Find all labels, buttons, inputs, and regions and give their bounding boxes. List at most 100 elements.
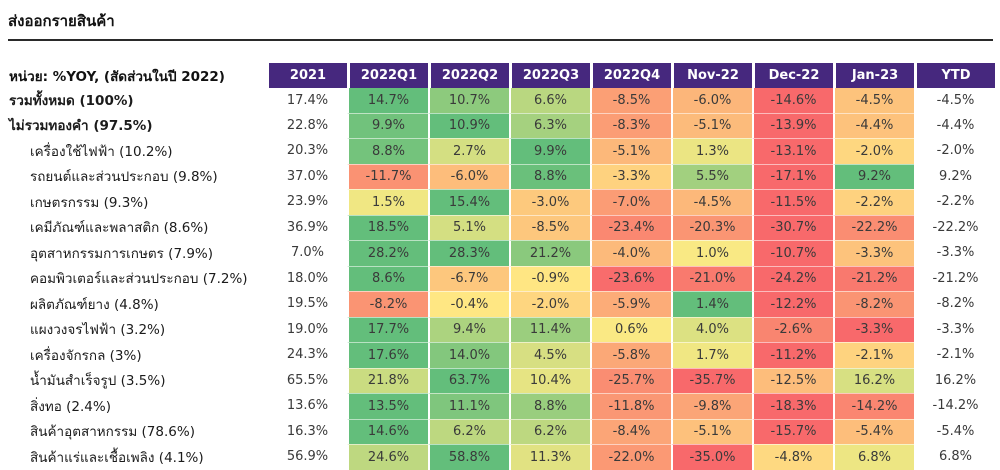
value-cell: 56.9% — [266, 444, 347, 470]
table-row: ไม่รวมทองคำ (97.5%) 22.8% 9.9% 10.9% 6.3% -8.… — [8, 112, 995, 138]
value-cell: -4.5% — [914, 88, 995, 113]
value-cell: 36.9% — [266, 214, 347, 240]
value-cell: 28.3% — [428, 240, 509, 266]
value-cell: -0.4% — [428, 291, 509, 317]
value-cell: -22.0% — [590, 444, 671, 470]
row-label: ผลิตภัณฑ์ยาง (4.8%) — [30, 296, 159, 313]
table-row: รวมทั้งหมด (100%) 17.4% 14.7% 10.7% 6.6% -8.5… — [8, 88, 995, 113]
column-header-2022q3: 2022Q3 — [509, 63, 590, 88]
value-cell: 58.8% — [428, 444, 509, 470]
value-cell: 9.9% — [509, 138, 590, 164]
value-cell: 8.8% — [347, 138, 428, 164]
row-label: อุตสาหกรรมการเกษตร (7.9%) — [30, 245, 214, 262]
value-cell: -3.3% — [833, 240, 914, 266]
value-cell: -5.1% — [671, 112, 752, 138]
value-cell: 21.2% — [509, 240, 590, 266]
row-label: ไม่รวมทองคำ (97.5%) — [9, 118, 153, 135]
value-cell: 22.8% — [266, 112, 347, 138]
table-row: รถยนต์และส่วนประกอบ (9.8%) 37.0% -11.7% -6.… — [8, 163, 995, 189]
table-row: แผงวงจรไฟฟ้า (3.2%) 19.0% 17.7% 9.4% 11.4% 0.… — [8, 316, 995, 342]
value-cell: 17.7% — [347, 316, 428, 342]
value-cell: -4.5% — [833, 88, 914, 113]
value-cell: -35.7% — [671, 367, 752, 393]
value-cell: 13.5% — [347, 393, 428, 419]
value-cell: -3.3% — [914, 316, 995, 342]
value-cell: 0.6% — [590, 316, 671, 342]
value-cell: -8.2% — [347, 291, 428, 317]
header-row: หน่วย: %YOY, (สัดส่วนในปี 2022) 2021 2022Q… — [8, 63, 995, 88]
value-cell: -6.7% — [428, 265, 509, 291]
row-label: คอมพิวเตอร์และส่วนประกอบ (7.2%) — [30, 271, 248, 288]
row-label: เคมีภัณฑ์และพลาสติก (8.6%) — [30, 220, 209, 237]
value-cell: 6.2% — [428, 418, 509, 444]
value-cell: -4.4% — [833, 112, 914, 138]
table-header: หน่วย: %YOY, (สัดส่วนในปี 2022) 2021 2022Q… — [8, 63, 995, 88]
value-cell: -12.2% — [752, 291, 833, 317]
value-cell: 63.7% — [428, 367, 509, 393]
value-cell: 10.7% — [428, 88, 509, 113]
value-cell: -8.4% — [590, 418, 671, 444]
column-header-2022q2: 2022Q2 — [428, 63, 509, 88]
column-header-jan-23: Jan-23 — [833, 63, 914, 88]
value-cell: 11.3% — [509, 444, 590, 470]
value-cell: -0.9% — [509, 265, 590, 291]
value-cell: -35.0% — [671, 444, 752, 470]
value-cell: -13.1% — [752, 138, 833, 164]
value-cell: -3.0% — [509, 189, 590, 215]
value-cell: -5.4% — [914, 418, 995, 444]
value-cell: -20.3% — [671, 214, 752, 240]
value-cell: 6.2% — [509, 418, 590, 444]
row-label: สิ่งทอ (2.4%) — [30, 398, 111, 415]
value-cell: 10.4% — [509, 367, 590, 393]
value-cell: -7.0% — [590, 189, 671, 215]
value-cell: -11.5% — [752, 189, 833, 215]
row-label: เครื่องจักรกล (3%) — [30, 347, 142, 364]
value-cell: -5.8% — [590, 342, 671, 368]
value-cell: -10.7% — [752, 240, 833, 266]
value-cell: 7.0% — [266, 240, 347, 266]
table-body: รวมทั้งหมด (100%) 17.4% 14.7% 10.7% 6.6% -8.5… — [8, 88, 995, 470]
value-cell: -8.2% — [833, 291, 914, 317]
value-cell: -5.1% — [671, 418, 752, 444]
column-header-dec-22: Dec-22 — [752, 63, 833, 88]
row-label: เครื่องใช้ไฟฟ้า (10.2%) — [30, 143, 173, 160]
value-cell: -21.2% — [914, 265, 995, 291]
table-row: เกษตรกรรม (9.3%) 23.9% 1.5% 15.4% -3.0% -7.0%… — [8, 189, 995, 215]
value-cell: 11.4% — [509, 316, 590, 342]
value-cell: -2.0% — [509, 291, 590, 317]
value-cell: 20.3% — [266, 138, 347, 164]
value-cell: 9.4% — [428, 316, 509, 342]
value-cell: 18.0% — [266, 265, 347, 291]
value-cell: -8.5% — [590, 88, 671, 113]
value-cell: 1.7% — [671, 342, 752, 368]
value-cell: 14.7% — [347, 88, 428, 113]
table-row: สินค้าแร่และเชื้อเพลิง (4.1%) 56.9% 24.6% 5… — [8, 444, 995, 470]
table-row: เครื่องใช้ไฟฟ้า (10.2%) 20.3% 8.8% 2.7% 9.9%… — [8, 138, 995, 164]
value-cell: -11.2% — [752, 342, 833, 368]
value-cell: 19.0% — [266, 316, 347, 342]
value-cell: -5.4% — [833, 418, 914, 444]
value-cell: 5.5% — [671, 163, 752, 189]
value-cell: -11.8% — [590, 393, 671, 419]
value-cell: 6.6% — [509, 88, 590, 113]
row-label: เกษตรกรรม (9.3%) — [30, 194, 149, 211]
value-cell: 2.7% — [428, 138, 509, 164]
column-header-ytd: YTD — [914, 63, 995, 88]
row-label: แผงวงจรไฟฟ้า (3.2%) — [30, 322, 166, 339]
value-cell: 5.1% — [428, 214, 509, 240]
value-cell: -4.4% — [914, 112, 995, 138]
export-heatmap-table: หน่วย: %YOY, (สัดส่วนในปี 2022) 2021 2022Q… — [8, 63, 995, 470]
value-cell: -8.2% — [914, 291, 995, 317]
value-cell: 1.5% — [347, 189, 428, 215]
value-cell: 21.8% — [347, 367, 428, 393]
row-label: น้ำมันสำเร็จรูป (3.5%) — [30, 373, 166, 390]
value-cell: -17.1% — [752, 163, 833, 189]
value-cell: -22.2% — [833, 214, 914, 240]
column-header-2022q4: 2022Q4 — [590, 63, 671, 88]
value-cell: -25.7% — [590, 367, 671, 393]
value-cell: -2.0% — [914, 138, 995, 164]
value-cell: 24.3% — [266, 342, 347, 368]
unit-label: หน่วย: %YOY, (สัดส่วนในปี 2022) — [8, 63, 266, 88]
value-cell: 23.9% — [266, 189, 347, 215]
table-row: น้ำมันสำเร็จรูป (3.5%) 65.5% 21.8% 63.7% 10.… — [8, 367, 995, 393]
